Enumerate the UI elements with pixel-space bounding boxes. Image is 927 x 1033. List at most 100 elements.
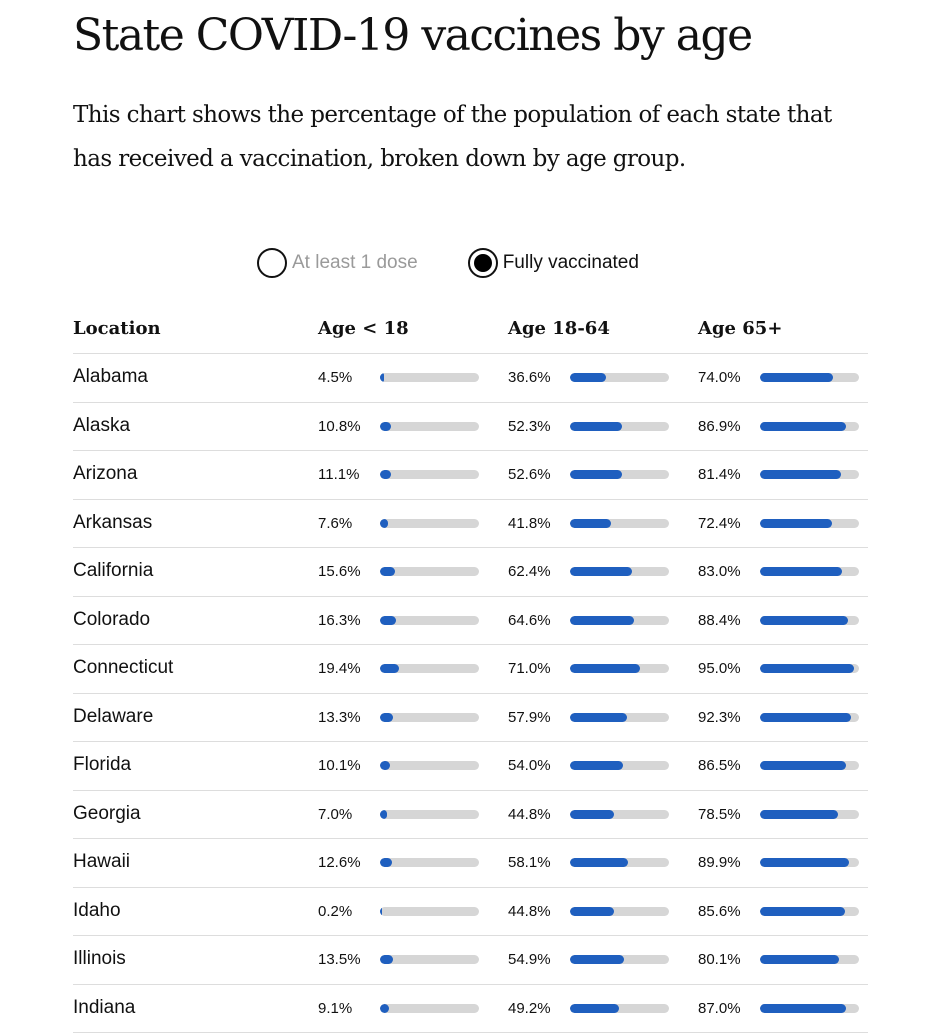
page-title: State COVID-19 vaccines by age: [73, 14, 752, 58]
bar-track: [380, 955, 479, 964]
cell-age-18-64: 57.9%: [508, 694, 693, 742]
value-label: 71.0%: [508, 660, 551, 677]
cell-age-18-64: 52.6%: [508, 451, 693, 499]
cell-age-65-plus: 81.4%: [698, 451, 883, 499]
bar-track: [570, 810, 669, 819]
column-header-location[interactable]: Location: [73, 318, 161, 339]
bar-fill: [760, 810, 838, 819]
bar-track: [380, 907, 479, 916]
bar-fill: [570, 470, 622, 479]
value-label: 19.4%: [318, 660, 361, 677]
value-label: 83.0%: [698, 563, 741, 580]
value-label: 95.0%: [698, 660, 741, 677]
toggle-option-at-least-one-dose[interactable]: At least 1 dose: [257, 248, 418, 278]
bar-fill: [760, 907, 845, 916]
bar-track: [760, 858, 859, 867]
value-label: 13.3%: [318, 709, 361, 726]
bar-track: [570, 858, 669, 867]
bar-track: [570, 664, 669, 673]
bar-fill: [380, 567, 395, 576]
cell-age-65-plus: 74.0%: [698, 354, 883, 402]
cell-age-65-plus: 95.0%: [698, 645, 883, 693]
value-label: 54.0%: [508, 757, 551, 774]
bar-fill: [760, 955, 839, 964]
value-label: 62.4%: [508, 563, 551, 580]
value-label: 16.3%: [318, 612, 361, 629]
cell-age-under-18: 7.6%: [318, 500, 503, 548]
value-label: 36.6%: [508, 369, 551, 386]
bar-fill: [570, 955, 624, 964]
bar-track: [570, 713, 669, 722]
radio-unchecked-icon[interactable]: [257, 248, 287, 278]
bar-fill: [760, 761, 846, 770]
bar-track: [570, 470, 669, 479]
cell-age-65-plus: 86.5%: [698, 742, 883, 790]
value-label: 86.5%: [698, 757, 741, 774]
bar-fill: [570, 664, 640, 673]
column-header-age-18-64[interactable]: Age 18-64: [508, 318, 610, 339]
location-label: Indiana: [73, 997, 135, 1019]
value-label: 92.3%: [698, 709, 741, 726]
cell-age-18-64: 71.0%: [508, 645, 693, 693]
value-label: 89.9%: [698, 854, 741, 871]
cell-age-18-64: 62.4%: [508, 548, 693, 596]
bar-track: [760, 955, 859, 964]
bar-fill: [380, 616, 396, 625]
cell-age-65-plus: 72.4%: [698, 500, 883, 548]
location-label: Hawaii: [73, 851, 130, 873]
location-label: Illinois: [73, 948, 126, 970]
location-label: Delaware: [73, 706, 153, 728]
column-header-age-65-plus[interactable]: Age 65+: [698, 318, 782, 339]
value-label: 78.5%: [698, 806, 741, 823]
bar-fill: [380, 373, 384, 382]
value-label: 4.5%: [318, 369, 352, 386]
value-label: 13.5%: [318, 951, 361, 968]
page-subtitle: This chart shows the percentage of the p…: [73, 93, 873, 181]
location-label: Colorado: [73, 609, 150, 631]
value-label: 9.1%: [318, 1000, 352, 1017]
bar-track: [760, 422, 859, 431]
value-label: 10.8%: [318, 418, 361, 435]
location-label: Connecticut: [73, 657, 173, 679]
bar-fill: [760, 858, 849, 867]
location-label: Idaho: [73, 900, 121, 922]
bar-fill: [570, 1004, 619, 1013]
cell-age-under-18: 19.4%: [318, 645, 503, 693]
toggle-option-fully-vaccinated[interactable]: Fully vaccinated: [468, 248, 639, 278]
cell-age-65-plus: 87.0%: [698, 985, 883, 1033]
bar-track: [760, 616, 859, 625]
value-label: 7.0%: [318, 806, 352, 823]
radio-checked-icon[interactable]: [468, 248, 498, 278]
value-label: 52.6%: [508, 466, 551, 483]
bar-fill: [380, 664, 399, 673]
bar-track: [380, 810, 479, 819]
cell-age-under-18: 16.3%: [318, 597, 503, 645]
bar-fill: [380, 858, 392, 867]
location-label: Alabama: [73, 366, 148, 388]
value-label: 57.9%: [508, 709, 551, 726]
column-header-age-under-18[interactable]: Age < 18: [318, 318, 409, 339]
bar-fill: [570, 519, 611, 528]
value-label: 74.0%: [698, 369, 741, 386]
bar-fill: [760, 713, 851, 722]
value-label: 11.1%: [318, 466, 359, 483]
value-label: 41.8%: [508, 515, 551, 532]
vaccination-table: Location Age < 18 Age 18-64 Age 65+ Alab…: [73, 308, 868, 1033]
bar-track: [570, 955, 669, 964]
cell-age-18-64: 49.2%: [508, 985, 693, 1033]
bar-track: [760, 810, 859, 819]
value-label: 88.4%: [698, 612, 741, 629]
cell-age-65-plus: 80.1%: [698, 936, 883, 984]
value-label: 81.4%: [698, 466, 741, 483]
cell-age-18-64: 52.3%: [508, 403, 693, 451]
cell-age-under-18: 13.5%: [318, 936, 503, 984]
value-label: 44.8%: [508, 806, 551, 823]
bar-fill: [380, 470, 391, 479]
bar-fill: [570, 858, 628, 867]
